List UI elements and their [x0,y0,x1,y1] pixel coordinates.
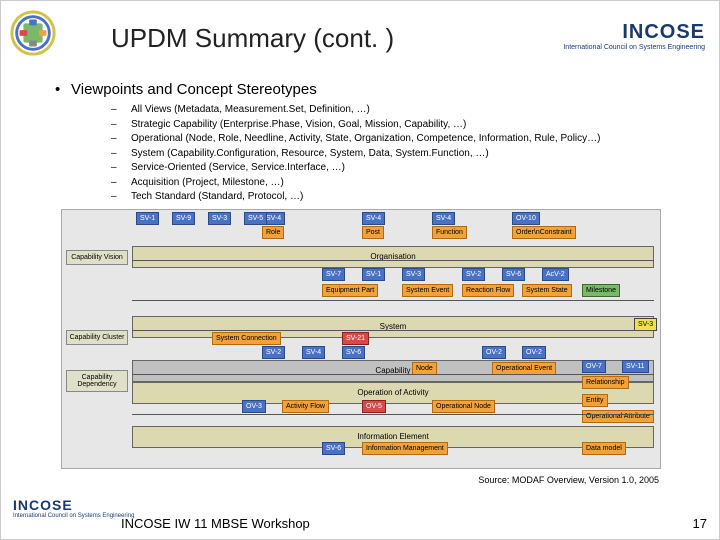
diagram-box: OV-5 [362,400,386,413]
diagram-left-label: Capability Vision [66,250,128,265]
sub-bullet: –Operational (Node, Role, Needline, Acti… [111,132,600,147]
connector-line [132,300,654,301]
diagram-box: SV-3 [208,212,231,225]
diagram-box: SV-2 [262,346,285,359]
diagram-box: Operational Attribute [582,410,654,423]
diagram-box: OV-2 [482,346,506,359]
diagram-band: Organisation [132,246,654,268]
sub-bullet: –System (Capability.Configuration, Resou… [111,147,600,162]
diagram-box: SV-7 [322,268,345,281]
diagram-box: SV-6 [342,346,365,359]
incose-name-bl: INCOSE [13,497,73,513]
diagram-box: OV-2 [522,346,546,359]
diagram-box: Information Management [362,442,448,455]
diagram-band: Operation of Activity [132,382,654,404]
diagram-box: SV-3 [402,268,425,281]
sub-bullet: –All Views (Metadata, Measurement.Set, D… [111,103,600,118]
diagram-box: Relationship [582,376,629,389]
diagram-box: OV-7 [582,360,606,373]
diagram-box: SV-5 [244,212,267,225]
diagram-box: SV-9 [172,212,195,225]
source-line: Source: MODAF Overview, Version 1.0, 200… [478,475,659,485]
diagram-box: AcV-2 [542,268,569,281]
diagram-box: Function [432,226,467,239]
incose-tag: International Council on Systems Enginee… [563,44,705,51]
connector-line [132,260,654,261]
diagram-box: SV-4 [432,212,455,225]
diagram-box: OV-3 [242,400,266,413]
sub-bullet: –Tech Standard (Standard, Protocol, …) [111,190,600,205]
page-number: 17 [693,516,707,531]
diagram-band: System [132,316,654,338]
diagram-band: Capability [132,360,654,382]
diagram-box: SV-1 [362,268,385,281]
diagram-box: Operational Node [432,400,495,413]
diagram-box: Order\nConstraint [512,226,576,239]
incose-wheel-logo [9,9,57,57]
diagram-box: SV-1 [136,212,159,225]
connector-line [132,414,654,415]
diagram-left-label: Capability Cluster [66,330,128,345]
main-bullet-text: Viewpoints and Concept Stereotypes [71,81,317,98]
diagram-box: Reaction Flow [462,284,514,297]
slide: INCOSE International Council on Systems … [0,0,720,540]
diagram-box: Milestone [582,284,620,297]
diagram-box: SV-4 [362,212,385,225]
incose-logo-bl: INCOSE International Council on Systems … [13,497,134,519]
connector-line [132,330,654,331]
diagram-box: System Connection [212,332,281,345]
incose-logo-tr: INCOSE International Council on Systems … [563,21,705,51]
incose-name: INCOSE [563,21,705,44]
footer-text: INCOSE IW 11 MBSE Workshop [121,516,310,531]
diagram-box: System Event [402,284,453,297]
connector-line [132,374,654,375]
main-bullet: •Viewpoints and Concept Stereotypes [55,81,317,98]
diagram-box: SV-2 [462,268,485,281]
diagram-box: SV-21 [342,332,369,345]
sub-bullet-list: –All Views (Metadata, Measurement.Set, D… [111,103,600,205]
incose-tag-bl: International Council on Systems Enginee… [13,513,134,519]
diagram-box: Post [362,226,384,239]
diagram-box: Activity Flow [282,400,329,413]
diagram-box: Equipment Part [322,284,378,297]
diagram-box: Data model [582,442,626,455]
diagram-box: SV-11 [622,360,649,373]
diagram-box: Role [262,226,284,239]
diagram-box: SV-6 [322,442,345,455]
diagram-box: OV-10 [512,212,540,225]
sub-bullet: –Strategic Capability (Enterprise.Phase,… [111,118,600,133]
diagram-box: Entity [582,394,608,407]
modaf-diagram: SV-4 SV-4 SV-4 OV-10 Role Post Function Order\n… [61,209,661,469]
diagram-left-label: Capability Dependency [66,370,128,392]
diagram-box: SV-6 [502,268,525,281]
sub-bullet: –Acquisition (Project, Milestone, …) [111,176,600,191]
diagram-box: System State [522,284,572,297]
slide-title: UPDM Summary (cont. ) [111,23,394,54]
sub-bullet: –Service-Oriented (Service, Service.Inte… [111,161,600,176]
diagram-box: SV-4 [302,346,325,359]
